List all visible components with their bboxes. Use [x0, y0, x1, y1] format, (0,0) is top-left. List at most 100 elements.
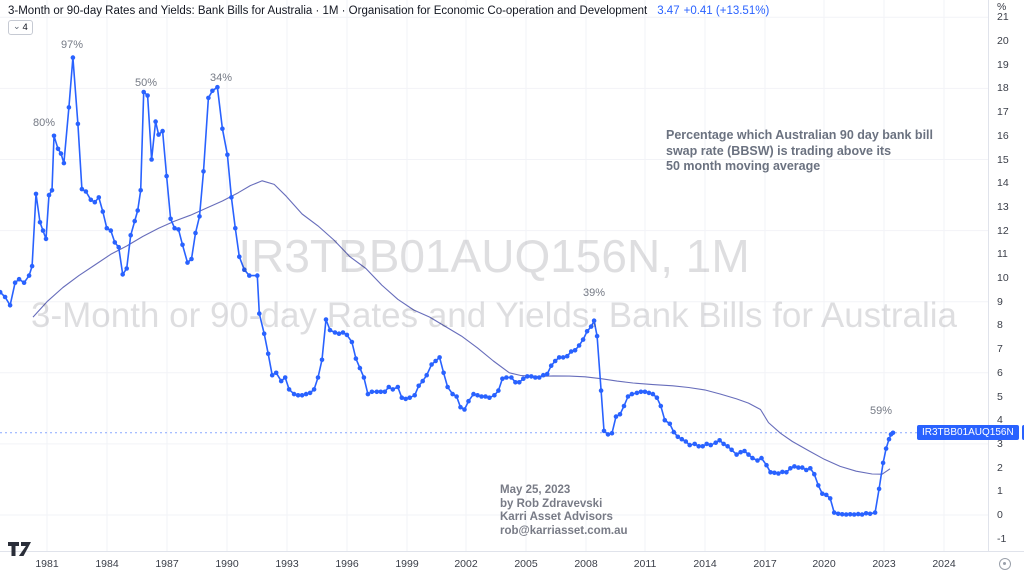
data-point-marker [108, 228, 114, 233]
data-point-marker [286, 387, 292, 392]
data-point-marker [521, 376, 526, 382]
price-scale-tick: 16 [997, 129, 1009, 142]
data-point-marker [780, 469, 785, 475]
peak-percentage-label: 34% [209, 72, 233, 84]
data-point-marker [880, 460, 886, 466]
data-point-marker [145, 93, 150, 98]
data-point-marker [552, 358, 558, 364]
data-point-marker [634, 390, 640, 396]
price-scale-tick: 18 [997, 82, 1009, 95]
data-point-marker [738, 449, 743, 455]
price-scale-tick: 2 [997, 461, 1003, 474]
time-scale-tick: 1990 [215, 558, 239, 570]
data-point-marker [120, 272, 125, 277]
data-point-marker [138, 188, 143, 193]
data-point-marker [180, 242, 185, 248]
data-point-marker [361, 375, 367, 380]
data-point-marker [584, 329, 590, 334]
data-point-marker [855, 511, 861, 517]
data-point-marker [700, 444, 705, 449]
data-point-marker [598, 388, 604, 393]
data-point-marker [92, 199, 98, 205]
data-point-marker [541, 372, 546, 378]
data-point-marker [471, 391, 476, 397]
price-scale[interactable]: % 21 20 19 18 17 16 15 14 13 12 11 10 9 8 7 6 5 4 3 2 1 0 -1 [988, 0, 1024, 551]
data-point-marker [319, 357, 325, 363]
data-point-marker [458, 404, 463, 410]
interval-badge-value: 4 [22, 22, 28, 33]
data-point-marker [197, 214, 202, 219]
data-point-marker [613, 414, 619, 419]
data-point-marker [265, 351, 271, 357]
data-point-marker [433, 358, 438, 364]
time-scale-tick: 1993 [275, 558, 299, 570]
data-point-marker [804, 467, 809, 473]
data-point-marker [75, 121, 81, 127]
data-point-marker [831, 510, 837, 515]
data-point-marker [504, 375, 509, 380]
data-point-marker [475, 393, 480, 398]
data-point-marker [116, 244, 121, 250]
data-point-marker [696, 444, 701, 449]
scale-settings-icon[interactable] [999, 558, 1011, 570]
moving-average-line[interactable] [32, 180, 891, 475]
data-point-marker [378, 389, 384, 395]
data-point-marker [29, 263, 35, 269]
data-point-marker [412, 393, 418, 398]
time-scale-tick: 2017 [753, 558, 777, 570]
data-point-marker [210, 88, 215, 94]
interval-badge[interactable]: ⌄ 4 [8, 20, 33, 35]
time-scale-tick: 2024 [932, 558, 956, 570]
data-point-marker [153, 119, 158, 124]
annotation-text[interactable]: Percentage which Australian 90 day bank … [666, 128, 933, 175]
data-point-marker [768, 470, 773, 475]
data-point-marker [49, 188, 55, 193]
attribution-line: rob@karriasset.com.au [500, 524, 628, 537]
data-point-marker [307, 390, 313, 396]
chart-legend: 3-Month or 90-day Rates and Yields: Bank… [8, 5, 773, 17]
attribution-text[interactable]: May 25, 2023 by Rob Zdravevski Karri Ass… [500, 484, 628, 538]
data-point-marker [303, 391, 309, 397]
main-series-line[interactable] [0, 56, 894, 516]
time-scale-tick: 2008 [574, 558, 598, 570]
data-point-marker [176, 227, 181, 232]
data-point-marker [679, 436, 685, 442]
data-point-marker [466, 398, 471, 404]
data-point-marker [642, 389, 648, 395]
data-point-marker [708, 442, 713, 448]
data-point-marker [675, 434, 681, 440]
data-point-marker [261, 331, 267, 337]
data-point-marker [517, 380, 522, 385]
peak-percentage-label: 59% [869, 405, 893, 417]
data-point-marker [812, 471, 817, 477]
price-scale-tick: 19 [997, 58, 1009, 71]
data-point-marker [847, 512, 853, 517]
price-scale-tick: 3 [997, 437, 1003, 450]
data-point-marker [638, 389, 644, 395]
data-point-marker [601, 428, 607, 434]
peak-percentage-label: 97% [60, 39, 84, 51]
data-point-marker [278, 378, 284, 384]
data-point-marker [492, 393, 497, 398]
data-point-marker [568, 349, 574, 354]
price-scale-tick: -1 [997, 532, 1007, 545]
data-point-marker [21, 280, 27, 286]
data-point-marker [692, 441, 697, 447]
data-point-marker [242, 267, 247, 273]
time-scale-tick: 2023 [872, 558, 896, 570]
price-flag[interactable]: IR3TBB01AUQ156N 3.47 [917, 425, 1024, 440]
data-point-marker [544, 371, 550, 377]
price-scale-tick: 15 [997, 153, 1009, 166]
time-scale-tick: 2005 [514, 558, 538, 570]
data-point-marker [650, 391, 656, 397]
data-point-marker [462, 407, 467, 412]
data-point-marker [445, 384, 450, 390]
data-point-marker [713, 440, 718, 446]
data-point-marker [295, 393, 301, 398]
data-point-marker [160, 128, 165, 134]
tradingview-logo[interactable] [7, 541, 33, 562]
data-point-marker [859, 512, 865, 517]
time-scale[interactable]: 1981 1984 1987 1990 1993 1996 1999 2002 2005 2008… [0, 551, 1024, 577]
data-point-marker [100, 209, 106, 214]
